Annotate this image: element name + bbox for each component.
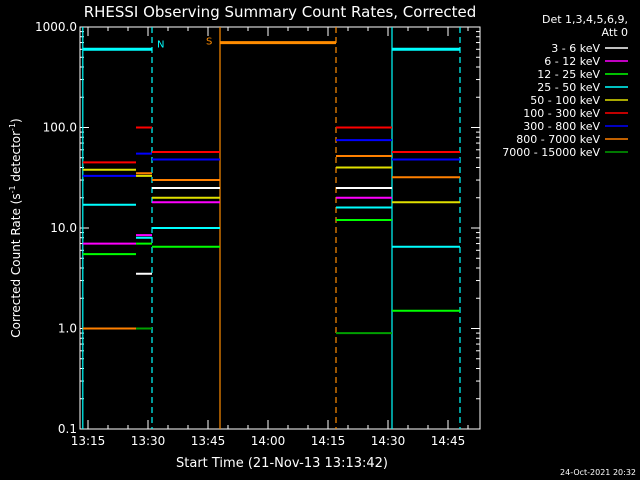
legend-entry-label: 800 - 7000 keV <box>516 133 600 146</box>
y-axis-label-mid: detector <box>9 131 23 186</box>
y-axis-label-end: ) <box>9 118 23 123</box>
x-tick-label: 13:15 <box>71 434 106 448</box>
series-line-12-25-kev <box>82 219 460 312</box>
series-line-7000-15000-kev <box>136 327 392 335</box>
y-tick-label: 1.0 <box>58 322 77 336</box>
legend-entry-label: 25 - 50 keV <box>537 81 600 94</box>
y-axis-ticks: 0.1 1.0 10.0 100.0 1000.0 <box>35 20 480 436</box>
y-axis-label-sup1: -1 <box>8 185 17 193</box>
x-tick-label: 14:15 <box>311 434 346 448</box>
legend-header-line2: Att 0 <box>602 26 628 39</box>
y-axis-label-sup2: -1 <box>8 123 17 131</box>
legend-entry-label: 100 - 300 keV <box>523 107 600 120</box>
x-axis-label: Start Time (21-Nov-13 13:13:42) <box>176 456 388 471</box>
series-line-100-300-kev <box>82 126 460 164</box>
series-line-6-12-kev <box>82 196 392 245</box>
x-tick-label: 13:30 <box>131 434 166 448</box>
legend-header-line1: Det 1,3,4,5,6,9, <box>542 13 628 26</box>
series-line-3-6-kev <box>136 187 392 275</box>
series-line-300-800-kev <box>82 139 460 177</box>
y-tick-label: 100.0 <box>43 121 77 135</box>
legend-entry-label: 7000 - 15000 keV <box>502 146 600 159</box>
x-tick-label: 14:30 <box>371 434 406 448</box>
x-axis-ticks: 13:15 13:30 13:45 14:00 14:15 14:30 14:45 <box>71 27 469 448</box>
series-line-25-50-kev <box>82 203 460 248</box>
legend-entry-label: 12 - 25 keV <box>537 68 600 81</box>
chart-title: RHESSI Observing Summary Count Rates, Co… <box>84 3 477 21</box>
flag-label-s: S <box>206 37 212 48</box>
legend-entry-label: 300 - 800 keV <box>523 120 600 133</box>
x-tick-label: 14:00 <box>251 434 286 448</box>
series-line-50-100-kev <box>82 166 460 204</box>
legend-entry-label: 3 - 6 keV <box>551 42 600 55</box>
y-tick-label: 0.1 <box>58 422 77 436</box>
x-tick-label: 14:45 <box>431 434 466 448</box>
legend-entry-label: 50 - 100 keV <box>530 94 600 107</box>
y-axis-label-main: Corrected Count Rate (s <box>9 193 23 337</box>
legend-entry-label: 6 - 12 keV <box>544 55 600 68</box>
flag-label-n: N <box>157 39 164 50</box>
y-tick-label: 1000.0 <box>35 20 77 34</box>
series-line-800-7000-kev <box>82 155 460 330</box>
series-lines <box>82 126 460 335</box>
y-tick-label: 10.0 <box>50 221 77 235</box>
y-axis-label: Corrected Count Rate (s-1 detector-1) <box>8 118 23 337</box>
generation-timestamp: 24-Oct-2021 20:32 <box>560 468 636 477</box>
x-tick-label: 13:45 <box>191 434 226 448</box>
